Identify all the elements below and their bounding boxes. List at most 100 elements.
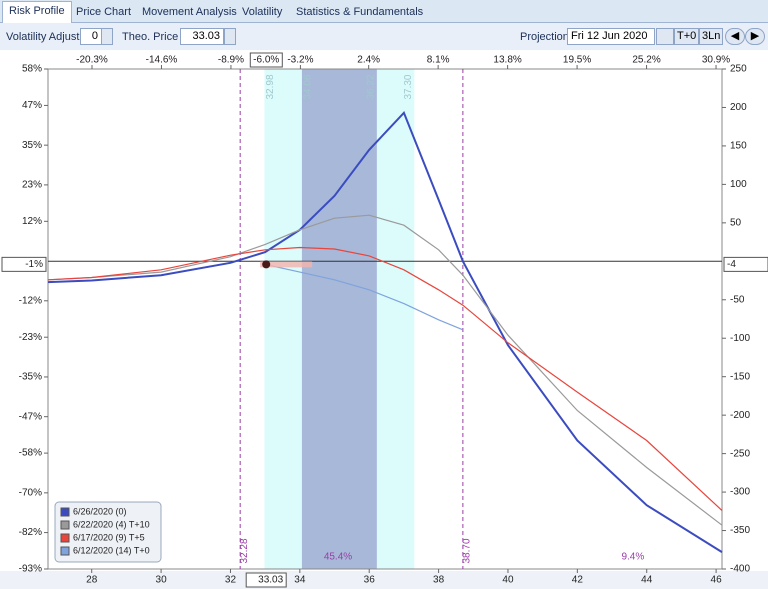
- prev-button[interactable]: ◀: [725, 28, 745, 45]
- spinner[interactable]: [224, 28, 236, 45]
- y2-tick-label: 250: [730, 64, 747, 75]
- x-tick-label: 42: [572, 575, 584, 586]
- tab[interactable]: Price Chart: [76, 6, 132, 18]
- tab-bar: Risk Profile Price Chart Movement Analys…: [0, 0, 768, 23]
- y2-tick-label: -400: [730, 564, 750, 575]
- current-y2-label-box: [723, 256, 768, 272]
- y-tick-label: -23%: [19, 332, 42, 343]
- x2-tick-label: 19.5%: [563, 55, 591, 66]
- y-tick-label: -35%: [19, 372, 42, 383]
- breakeven-label: 38.70: [462, 538, 473, 563]
- y2-tick-label: 50: [730, 217, 742, 228]
- probability-label: 9.4%: [621, 552, 644, 563]
- price-input[interactable]: 33.03: [180, 28, 224, 45]
- legend-label: 6/17/2020 (9) T+5: [73, 532, 145, 542]
- tab[interactable]: Risk Profile: [2, 1, 72, 23]
- x-tick-label: 34: [294, 575, 306, 586]
- legend-swatch: [60, 546, 70, 556]
- current-x-label: 33.03: [258, 575, 283, 586]
- toolbar: Volatility Adjust 0 Theo. Price 33.03 Pr…: [0, 23, 768, 51]
- band-label: 37.30: [403, 74, 414, 99]
- x-tick-label: 44: [641, 575, 653, 586]
- y-tick-label: 58%: [22, 64, 42, 75]
- x-tick-label: 36: [364, 575, 376, 586]
- y2-tick-label: -350: [730, 525, 750, 536]
- x2-tick-label: -8.9%: [218, 55, 244, 66]
- x2-tick-label: -20.3%: [76, 55, 108, 66]
- x-tick-label: 38: [433, 575, 445, 586]
- y2-tick-label: -150: [730, 371, 750, 382]
- y-tick-label: -12%: [19, 295, 42, 306]
- x2-tick-label: 25.2%: [632, 55, 660, 66]
- calendar-button[interactable]: [656, 28, 674, 45]
- current-y-label-box: [1, 256, 47, 272]
- label: Projection: [520, 31, 569, 43]
- x-tick-label: 28: [86, 575, 98, 586]
- x2-tick-label: 13.8%: [493, 55, 521, 66]
- spinner[interactable]: [101, 28, 113, 45]
- x2-tick-label: 2.4%: [357, 55, 380, 66]
- x-tick-label: 32: [225, 575, 237, 586]
- y-tick-label: -82%: [19, 527, 42, 538]
- label: Theo. Price: [122, 31, 179, 43]
- current-x2-label-box: [249, 52, 283, 68]
- y-tick-label: -70%: [19, 487, 42, 498]
- volatility-input[interactable]: 0: [80, 28, 102, 45]
- series-line: [47, 214, 723, 526]
- y2-tick-label: -250: [730, 448, 750, 459]
- probability-band: [301, 69, 377, 569]
- x2-tick-label: -14.6%: [146, 55, 178, 66]
- x2-tick-label: 30.9%: [702, 55, 730, 66]
- button[interactable]: T+0: [674, 28, 700, 45]
- current-marker-trail: [260, 261, 313, 268]
- current-marker: [262, 260, 271, 269]
- series-line: [47, 110, 723, 553]
- y-tick-label: 12%: [22, 216, 42, 227]
- band-label: 32.98: [265, 74, 276, 99]
- y-tick-label: -47%: [19, 411, 42, 422]
- label: Volatility Adjust: [6, 31, 80, 43]
- y-tick-label: -58%: [19, 448, 42, 459]
- current-x2-label: -6.0%: [253, 55, 279, 66]
- y2-tick-label: -200: [730, 410, 750, 421]
- legend-swatch: [60, 520, 70, 530]
- button[interactable]: 3Ln: [699, 28, 724, 45]
- legend-label: 6/22/2020 (4) T+10: [73, 519, 150, 529]
- legend-box: [54, 501, 162, 563]
- legend-swatch: [60, 533, 70, 543]
- series-line: [47, 246, 723, 511]
- y2-tick-label: 200: [730, 102, 747, 113]
- plot-frame: [47, 68, 723, 570]
- legend-label: 6/26/2020 (0): [73, 506, 127, 516]
- band-label: 34.06: [303, 74, 314, 99]
- y2-tick-label: -50: [730, 294, 745, 305]
- x2-tick-label: 8.1%: [427, 55, 450, 66]
- series-line: [265, 263, 464, 331]
- breakeven-label: 32.28: [239, 538, 250, 563]
- current-y-label: -1%: [25, 259, 43, 270]
- band-label: 36.22: [365, 74, 376, 99]
- y-tick-label: 23%: [22, 180, 42, 191]
- next-button[interactable]: ▶: [745, 28, 765, 45]
- y2-tick-label: 150: [730, 141, 747, 152]
- tab[interactable]: Movement Analysis: [142, 6, 237, 18]
- legend-label: 6/12/2020 (14) T+0: [73, 545, 150, 555]
- y2-tick-label: 100: [730, 179, 747, 190]
- y2-tick-label: -100: [730, 333, 750, 344]
- projection-input[interactable]: Fri 12 Jun 2020: [567, 28, 655, 45]
- x2-tick-label: -3.2%: [287, 55, 313, 66]
- current-x-label-box: [245, 572, 287, 588]
- x-tick-label: 46: [711, 575, 723, 586]
- tab[interactable]: Volatility: [242, 6, 283, 18]
- y2-tick-label: -300: [730, 487, 750, 498]
- x-tick-label: 30: [156, 575, 168, 586]
- tab[interactable]: Statistics & Fundamentals: [296, 6, 424, 18]
- x-tick-label: 40: [502, 575, 514, 586]
- legend-swatch: [60, 507, 70, 517]
- chart: 32.98 37.30 34.06 36.22 32.28 38.70 28 30 32 34 36…: [0, 50, 768, 589]
- current-y2-label: -4: [727, 259, 736, 270]
- y-tick-label: 47%: [22, 100, 42, 111]
- probability-label: 45.4%: [324, 552, 352, 563]
- x-axis-band: [0, 571, 768, 589]
